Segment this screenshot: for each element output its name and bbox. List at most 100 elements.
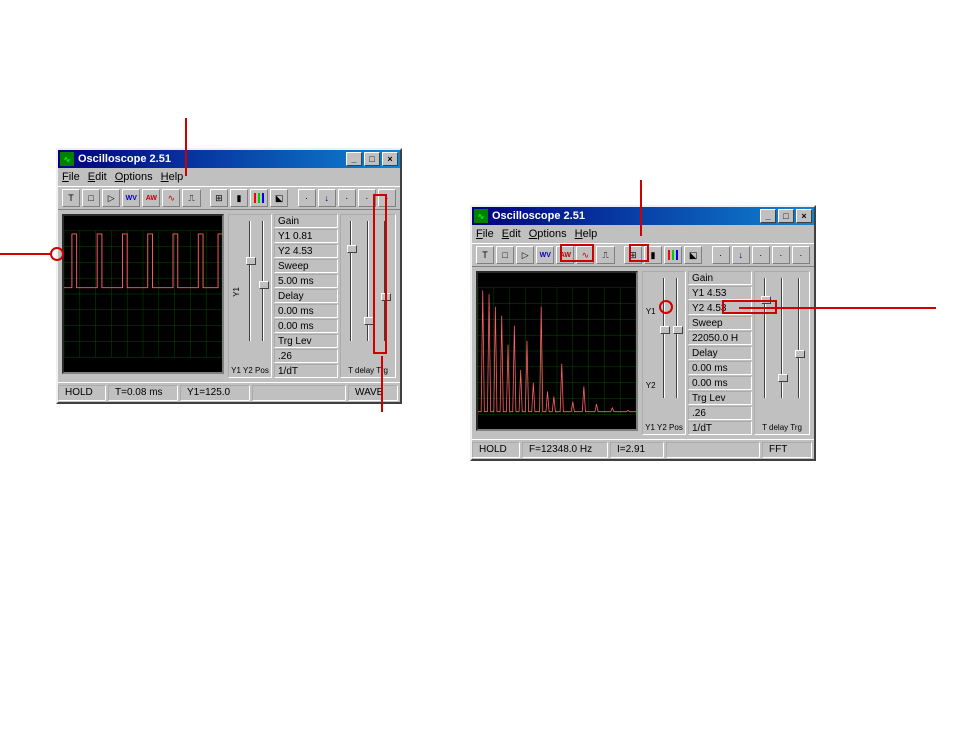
toolbar-button-1[interactable]: □ — [496, 246, 514, 264]
gain-label: Gain — [274, 214, 338, 228]
scope-display[interactable] — [62, 214, 224, 374]
toolbar-button-4[interactable]: AW — [142, 189, 160, 207]
maximize-button[interactable]: □ — [778, 209, 794, 223]
toolbar: T□▷WVAW∿⎍⊞▮⬕·↓··· — [472, 243, 814, 267]
t-slider[interactable] — [343, 217, 358, 366]
toolbar-button-15[interactable]: · — [338, 189, 356, 207]
toolbar-button-13[interactable]: · — [712, 246, 730, 264]
toolbar-button-1[interactable]: □ — [82, 189, 100, 207]
scope-display[interactable] — [476, 271, 638, 431]
annotation-line-1b — [185, 118, 187, 176]
toolbar-button-3[interactable]: WV — [536, 246, 554, 264]
toolbar-button-15[interactable]: · — [752, 246, 770, 264]
status-mode: HOLD — [472, 442, 520, 458]
toolbar-button-11[interactable]: ⬕ — [270, 189, 288, 207]
toolbar-button-9[interactable]: ▮ — [230, 189, 248, 207]
menu-options[interactable]: Options — [115, 171, 153, 183]
toolbar-button-10[interactable] — [250, 189, 268, 207]
status-y: I=2.91 — [610, 442, 664, 458]
delay-label: Delay — [274, 289, 338, 303]
toolbar-button-2[interactable]: ▷ — [516, 246, 534, 264]
t-sliders: T delay Trg — [754, 271, 810, 435]
minimize-button[interactable]: _ — [346, 152, 362, 166]
toolbar-button-9[interactable]: ▮ — [644, 246, 662, 264]
client-area: Y1 Y1 Y2 Pos Gain Y1 0.81 Y2 4.53 Sweep … — [58, 210, 400, 382]
toolbar-button-16[interactable]: · — [358, 189, 376, 207]
toolbar-button-5[interactable]: ∿ — [162, 189, 180, 207]
toolbar-button-6[interactable]: ⎍ — [596, 246, 614, 264]
toolbar-button-16[interactable]: · — [772, 246, 790, 264]
toolbar-button-0[interactable]: T — [62, 189, 80, 207]
menu-options[interactable]: Options — [529, 228, 567, 240]
menubar: File Edit Options Help — [472, 225, 814, 243]
annotation-line-2b — [640, 180, 642, 236]
delay-slider[interactable] — [774, 274, 789, 423]
oscilloscope-window-1: ∿ Oscilloscope 2.51 _ □ × File Edit Opti… — [56, 148, 402, 404]
y2-slider[interactable] — [672, 274, 683, 423]
toolbar-button-11[interactable]: ⬕ — [684, 246, 702, 264]
toolbar-button-14[interactable]: ↓ — [732, 246, 750, 264]
window-title: Oscilloscope 2.51 — [492, 210, 760, 222]
menu-help[interactable]: Help — [575, 228, 598, 240]
y2-value: Y2 4.53 — [274, 244, 338, 258]
titlebar[interactable]: ∿ Oscilloscope 2.51 _ □ × — [472, 207, 814, 225]
control-panel: Y1 Y1 Y2 Pos Gain Y1 0.81 Y2 4.53 Sweep … — [228, 214, 396, 378]
annotation-line-1c — [381, 356, 383, 412]
status-y: Y1=125.0 — [180, 385, 250, 401]
sweep-value: 5.00 ms — [274, 274, 338, 288]
menu-file[interactable]: File — [476, 228, 494, 240]
delay1-value: 0.00 ms — [688, 361, 752, 375]
app-icon: ∿ — [474, 209, 488, 223]
toolbar-button-2[interactable]: ▷ — [102, 189, 120, 207]
y1-slider[interactable] — [244, 217, 255, 366]
y-slider-label: Y1 Y2 Pos — [231, 366, 269, 375]
t-slider[interactable] — [757, 274, 772, 423]
dt-value: 1/dT — [688, 421, 752, 435]
toolbar-button-0[interactable]: T — [476, 246, 494, 264]
delay-slider[interactable] — [360, 217, 375, 366]
y1-label: Y1 — [646, 307, 656, 316]
t-slider-label: T delay Trg — [762, 423, 802, 432]
oscilloscope-window-2: ∿ Oscilloscope 2.51 _ □ × File Edit Opti… — [470, 205, 816, 461]
annotation-line-2a — [739, 307, 936, 309]
toolbar-button-13[interactable]: · — [298, 189, 316, 207]
menu-edit[interactable]: Edit — [88, 171, 107, 183]
trg-slider[interactable] — [378, 217, 393, 366]
toolbar-button-8[interactable]: ⊞ — [210, 189, 228, 207]
window-title: Oscilloscope 2.51 — [78, 153, 346, 165]
menu-file[interactable]: File — [62, 171, 80, 183]
dt-value: 1/dT — [274, 364, 338, 378]
status-mode: HOLD — [58, 385, 106, 401]
y-sliders: Y1 Y1 Y2 Pos — [228, 214, 272, 378]
toolbar-button-14[interactable]: ↓ — [318, 189, 336, 207]
toolbar-button-6[interactable]: ⎍ — [182, 189, 200, 207]
titlebar[interactable]: ∿ Oscilloscope 2.51 _ □ × — [58, 150, 400, 168]
menu-edit[interactable]: Edit — [502, 228, 521, 240]
delay2-value: 0.00 ms — [274, 319, 338, 333]
toolbar-button-5[interactable]: ∿ — [576, 246, 594, 264]
status-t: F=12348.0 Hz — [522, 442, 608, 458]
status-right: FFT — [762, 442, 812, 458]
trg-value: .26 — [688, 406, 752, 420]
toolbar-button-17[interactable]: · — [792, 246, 810, 264]
y2-slider[interactable] — [258, 217, 269, 366]
menu-help[interactable]: Help — [161, 171, 184, 183]
sweep-label: Sweep — [274, 259, 338, 273]
y-sliders: Y1 Y2 Y1 Y2 Pos — [642, 271, 686, 435]
y1-slider[interactable] — [658, 274, 669, 423]
y1-value: Y1 0.81 — [274, 229, 338, 243]
toolbar-button-10[interactable] — [664, 246, 682, 264]
toolbar-button-3[interactable]: WV — [122, 189, 140, 207]
delay2-value: 0.00 ms — [688, 376, 752, 390]
t-sliders: T delay Trg — [340, 214, 396, 378]
maximize-button[interactable]: □ — [364, 152, 380, 166]
close-button[interactable]: × — [796, 209, 812, 223]
toolbar-button-4[interactable]: AW — [556, 246, 574, 264]
delay-label: Delay — [688, 346, 752, 360]
close-button[interactable]: × — [382, 152, 398, 166]
toolbar-button-8[interactable]: ⊞ — [624, 246, 642, 264]
toolbar-button-17[interactable]: · — [378, 189, 396, 207]
trg-slider[interactable] — [792, 274, 807, 423]
info-column: Gain Y1 4.53 Y2 4.53 Sweep 22050.0 H Del… — [688, 271, 752, 435]
minimize-button[interactable]: _ — [760, 209, 776, 223]
